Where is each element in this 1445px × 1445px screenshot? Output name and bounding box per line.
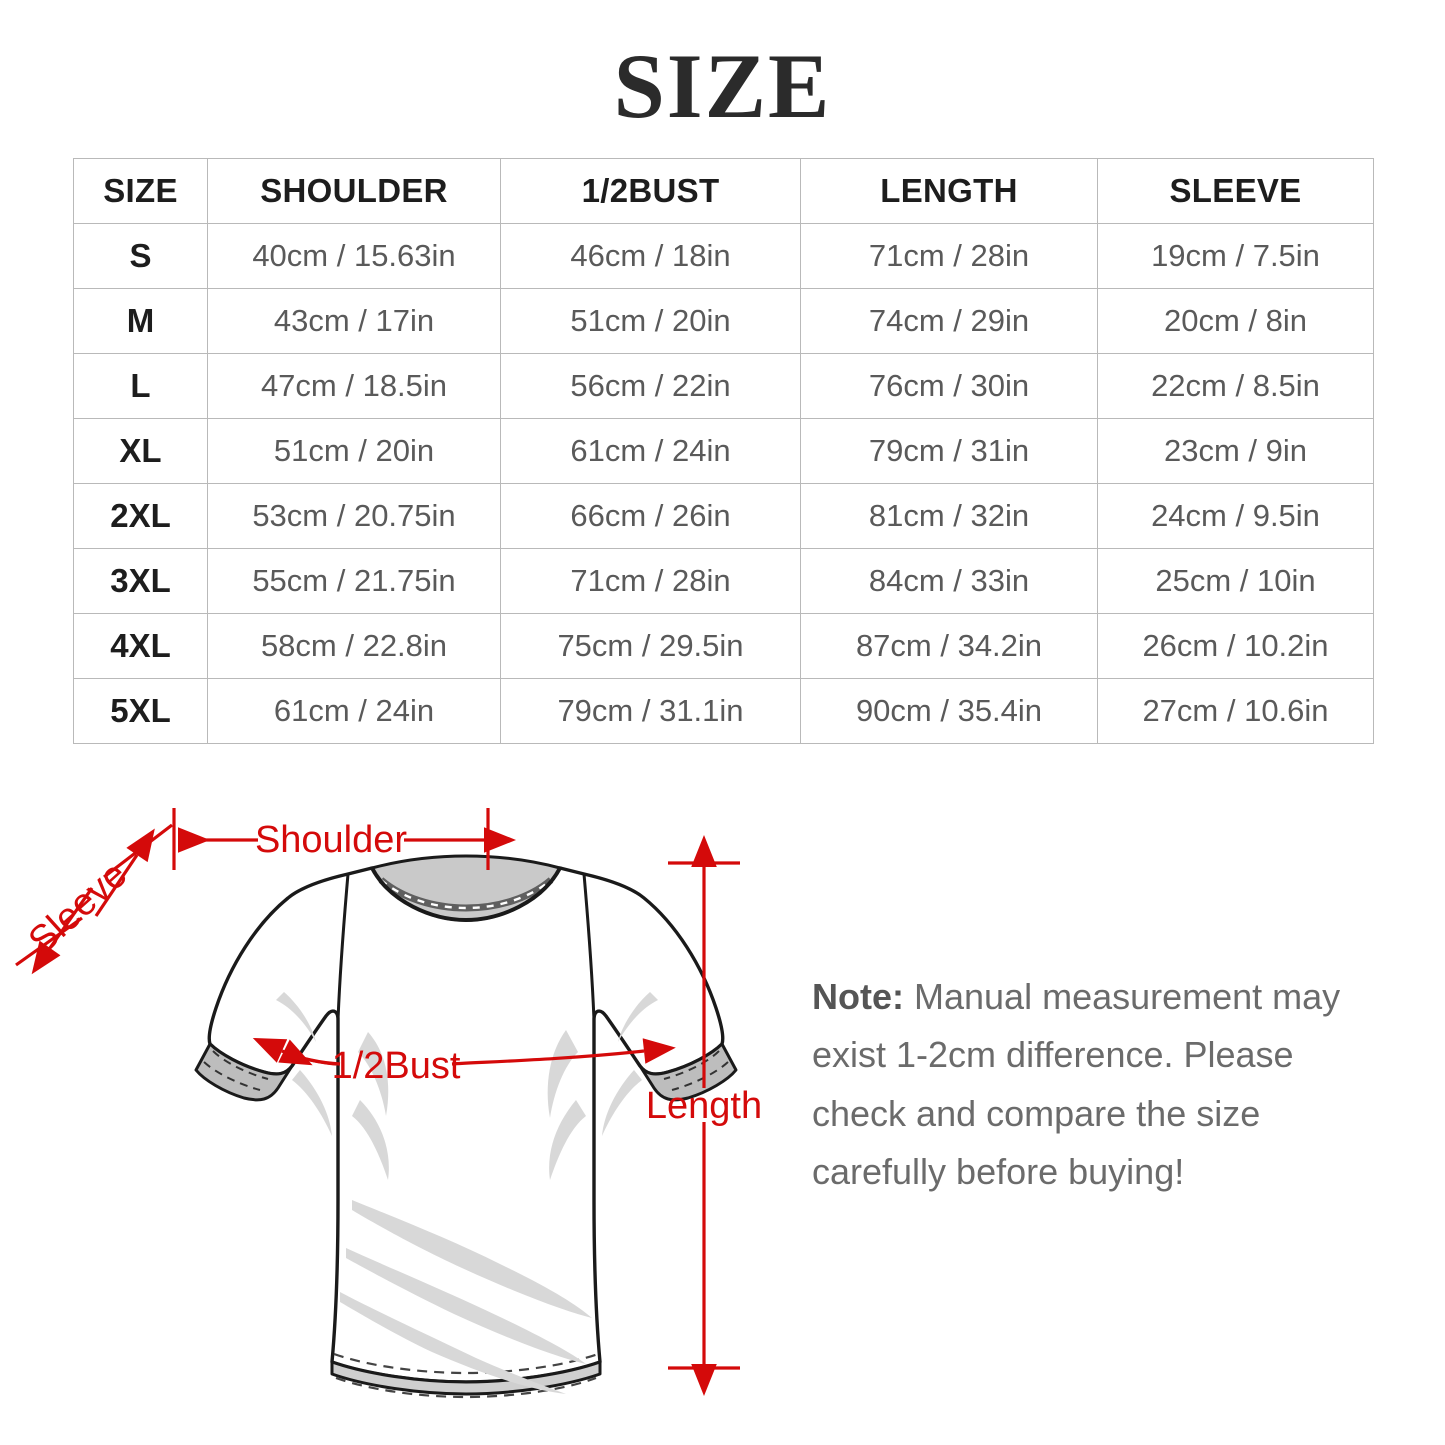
cell-size: 5XL — [73, 678, 208, 744]
length-label: Length — [646, 1085, 762, 1127]
column-header-sleeve: SLEEVE — [1097, 158, 1374, 224]
left-sleeve-cuff-stitch — [212, 1050, 269, 1080]
page-title: SIZE — [613, 35, 832, 137]
cell-length: 71cm / 28in — [800, 223, 1098, 289]
left-sleeve-cuff-stitch2 — [203, 1061, 261, 1091]
size-chart-table: SIZE SHOULDER 1/2BUST LENGTH SLEEVE S 40… — [73, 158, 1374, 744]
cell-sleeve: 27cm / 10.6in — [1097, 678, 1374, 744]
cell-bust: 79cm / 31.1in — [500, 678, 801, 744]
column-header-size: SIZE — [73, 158, 208, 224]
table-row: 4XL 58cm / 22.8in 75cm / 29.5in 87cm / 3… — [73, 613, 1374, 679]
cell-shoulder: 61cm / 24in — [207, 678, 501, 744]
table-row: 2XL 53cm / 20.75in 66cm / 26in 81cm / 32… — [73, 483, 1374, 549]
cell-length: 81cm / 32in — [800, 483, 1098, 549]
column-header-shoulder: SHOULDER — [207, 158, 501, 224]
bust-arrow-right-line — [451, 1038, 676, 1066]
cell-bust: 75cm / 29.5in — [500, 613, 801, 679]
column-header-bust: 1/2BUST — [500, 158, 801, 224]
cell-length: 90cm / 35.4in — [800, 678, 1098, 744]
table-row: 5XL 61cm / 24in 79cm / 31.1in 90cm / 35.… — [73, 678, 1374, 744]
tshirt-illustration — [194, 854, 738, 1399]
shoulder-measurement-annotation: Shoulder — [172, 808, 516, 870]
bottom-hem-stitch-lower — [335, 1376, 597, 1399]
cell-length: 87cm / 34.2in — [800, 613, 1098, 679]
cell-size: 3XL — [73, 548, 208, 614]
cell-shoulder: 53cm / 20.75in — [207, 483, 501, 549]
cell-sleeve: 23cm / 9in — [1097, 418, 1374, 484]
tshirt-measurement-diagram: Shoulder Sleeve 1/2Bust Length — [0, 770, 800, 1430]
column-header-length: LENGTH — [800, 158, 1098, 224]
cell-length: 74cm / 29in — [800, 288, 1098, 354]
shoulder-label: Shoulder — [255, 819, 407, 861]
cell-length: 84cm / 33in — [800, 548, 1098, 614]
cell-length: 79cm / 31in — [800, 418, 1098, 484]
cell-size: 2XL — [73, 483, 208, 549]
bust-arrow-left-line — [278, 1039, 341, 1066]
cell-size: XL — [73, 418, 208, 484]
cell-bust: 46cm / 18in — [500, 223, 801, 289]
cell-size: M — [73, 288, 208, 354]
cell-size: L — [73, 353, 208, 419]
cell-shoulder: 55cm / 21.75in — [207, 548, 501, 614]
table-header-row: SIZE SHOULDER 1/2BUST LENGTH SLEEVE — [73, 158, 1374, 224]
cell-length: 76cm / 30in — [800, 353, 1098, 419]
bust-measurement-annotation: 1/2Bust — [252, 1038, 676, 1087]
right-sleeve-cuff-fill — [638, 1042, 738, 1102]
left-armhole-seam — [336, 873, 350, 1021]
sleeve-arrow-upper — [94, 828, 155, 917]
cell-shoulder: 58cm / 22.8in — [207, 613, 501, 679]
collar-stitch-dashes — [380, 879, 552, 910]
cell-size: 4XL — [73, 613, 208, 679]
cell-bust: 56cm / 22in — [500, 353, 801, 419]
cell-bust: 61cm / 24in — [500, 418, 801, 484]
fabric-folds — [276, 992, 658, 1394]
neckline-outer — [370, 867, 562, 923]
sleeve-measurement-annotation: Sleeve — [15, 823, 173, 975]
table-row: XL 51cm / 20in 61cm / 24in 79cm / 31in 2… — [73, 418, 1374, 484]
cell-bust: 71cm / 28in — [500, 548, 801, 614]
table-row: S 40cm / 15.63in 46cm / 18in 71cm / 28in… — [73, 223, 1374, 289]
cell-shoulder: 47cm / 18.5in — [207, 353, 501, 419]
bottom-hem-stitch-upper — [333, 1352, 599, 1375]
cell-shoulder: 40cm / 15.63in — [207, 223, 501, 289]
cell-sleeve: 24cm / 9.5in — [1097, 483, 1374, 549]
right-armhole-seam — [582, 873, 596, 1021]
cell-bust: 66cm / 26in — [500, 483, 801, 549]
cell-shoulder: 51cm / 20in — [207, 418, 501, 484]
sleeve-arrow-lower — [31, 887, 94, 975]
cell-size: S — [73, 223, 208, 289]
cell-sleeve: 25cm / 10in — [1097, 548, 1374, 614]
right-sleeve-cuff-stitch — [663, 1050, 720, 1080]
sleeve-label: Sleeve — [21, 854, 135, 963]
note-text: Manual measurement may exist 1-2cm diffe… — [812, 976, 1341, 1192]
measurement-note: Note: Manual measurement may exist 1-2cm… — [812, 968, 1384, 1201]
cell-bust: 51cm / 20in — [500, 288, 801, 354]
note-label: Note: — [812, 976, 904, 1017]
cell-sleeve: 20cm / 8in — [1097, 288, 1374, 354]
cell-sleeve: 26cm / 10.2in — [1097, 613, 1374, 679]
bust-label: 1/2Bust — [332, 1045, 461, 1087]
cell-sleeve: 19cm / 7.5in — [1097, 223, 1374, 289]
table-row: 3XL 55cm / 21.75in 71cm / 28in 84cm / 33… — [73, 548, 1374, 614]
cell-shoulder: 43cm / 17in — [207, 288, 501, 354]
table-row: M 43cm / 17in 51cm / 20in 74cm / 29in 20… — [73, 288, 1374, 354]
length-measurement-annotation: Length — [646, 835, 762, 1396]
left-sleeve-cuff-fill — [194, 1042, 294, 1102]
size-chart-container: SIZE SHOULDER 1/2BUST LENGTH SLEEVE S 40… — [73, 158, 1374, 744]
table-row: L 47cm / 18.5in 56cm / 22in 76cm / 30in … — [73, 353, 1374, 419]
cell-sleeve: 22cm / 8.5in — [1097, 353, 1374, 419]
